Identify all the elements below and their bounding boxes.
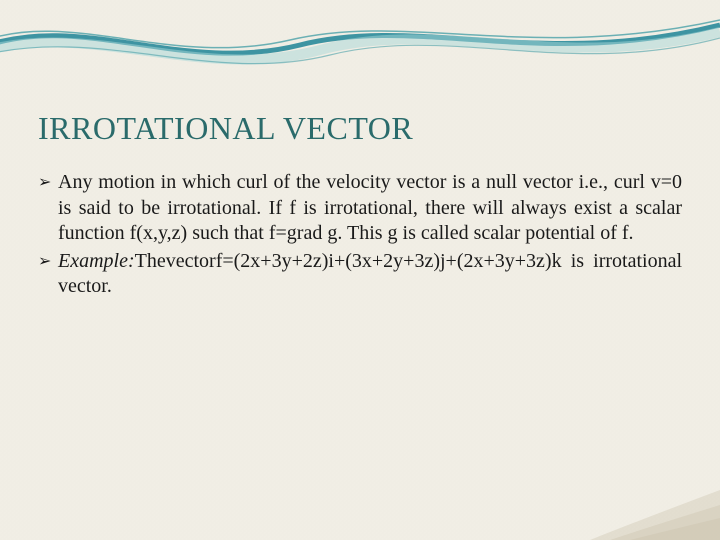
decorative-wave-top — [0, 0, 720, 90]
bullet-text: Any motion in which curl of the velocity… — [58, 170, 682, 247]
slide-content: ➢ Any motion in which curl of the veloci… — [38, 170, 682, 302]
bullet-text: Example:Thevectorf=(2x+3y+2z)i+(3x+2y+3z… — [58, 249, 682, 300]
decorative-corner-icon — [580, 470, 720, 540]
bullet-marker-icon: ➢ — [38, 170, 58, 247]
bullet-item: ➢ Example:Thevectorf=(2x+3y+2z)i+(3x+2y+… — [38, 249, 682, 300]
bullet-marker-icon: ➢ — [38, 249, 58, 300]
bullet-item: ➢ Any motion in which curl of the veloci… — [38, 170, 682, 247]
slide-title: IRROTATIONAL VECTOR — [38, 110, 413, 147]
